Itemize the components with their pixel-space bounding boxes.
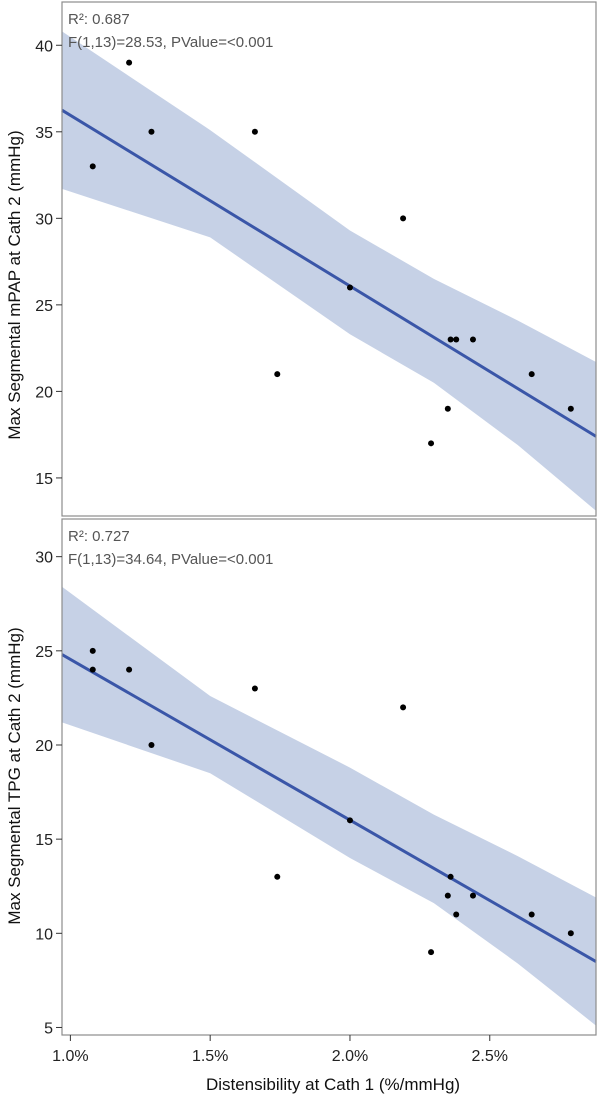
top-data-point-7 [400, 215, 407, 222]
bottom-data-point-2 [89, 666, 96, 673]
top-data-point-1 [89, 163, 96, 170]
bottom-f-statistic: F(1,13)=34.64, PValue=<0.001 [68, 551, 273, 568]
bottom-confidence-band [62, 586, 596, 1026]
top-data-point-3 [148, 128, 155, 135]
top-plot-frame [61, 1, 597, 517]
top-y-tick-label: 15 [35, 471, 53, 488]
bottom-data-point-4 [148, 741, 155, 748]
bottom-data-point-7 [346, 817, 353, 824]
top-panel: 15 20 25 30 35 40 [35, 1, 597, 517]
bottom-data-point-11 [447, 873, 454, 880]
top-y-tick-label: 20 [35, 384, 53, 401]
x-tick-label: 1.0% [52, 1048, 88, 1065]
top-r-squared: R²: 0.687 [68, 11, 130, 28]
x-tick-label: 2.5% [472, 1048, 508, 1065]
bottom-y-tick-label: 5 [44, 1020, 53, 1037]
top-confidence-band [62, 31, 596, 511]
top-y-tick-label: 40 [35, 38, 53, 55]
top-fit-line [61, 108, 597, 438]
bottom-y-axis-title: Max Segmental TPG at Cath 2 (mmHg) [5, 627, 24, 924]
x-axis-title: Distensibility at Cath 1 (%/mmHg) [206, 1075, 460, 1094]
top-data-point-9 [444, 405, 451, 412]
bottom-data-point-9 [428, 949, 435, 956]
bottom-data-point-6 [274, 873, 281, 880]
top-y-tick-label: 35 [35, 125, 53, 142]
bottom-y-tick-label: 30 [35, 550, 53, 567]
bottom-y-tick-label: 15 [35, 832, 53, 849]
bottom-y-tick-label: 10 [35, 926, 53, 943]
top-f-statistic: F(1,13)=28.53, PValue=<0.001 [68, 34, 273, 51]
top-data-point-14 [567, 405, 574, 412]
bottom-data-point-14 [528, 911, 535, 918]
bottom-plot-frame [61, 518, 597, 1036]
bottom-y-tick-label: 20 [35, 738, 53, 755]
bottom-y-tick-label: 25 [35, 644, 53, 661]
top-y-tick-label: 25 [35, 298, 53, 315]
top-data-point-11 [453, 336, 460, 343]
bottom-data-point-5 [251, 685, 258, 692]
top-data-point-8 [428, 440, 435, 447]
top-y-tick-label: 30 [35, 211, 53, 228]
top-data-point-2 [126, 59, 133, 66]
shared-x-axis: 1.0% 1.5% 2.0% 2.5% [52, 1035, 508, 1065]
bottom-r-squared: R²: 0.727 [68, 528, 130, 545]
bottom-fit-line [61, 653, 597, 963]
bottom-data-point-12 [453, 911, 460, 918]
bottom-data-point-13 [469, 892, 476, 899]
top-data-point-10 [447, 336, 454, 343]
top-data-point-13 [528, 371, 535, 378]
top-y-axis-title: Max Segmental mPAP at Cath 2 (mmHg) [5, 130, 24, 439]
top-data-point-4 [251, 128, 258, 135]
x-tick-label: 2.0% [332, 1048, 368, 1065]
top-data-point-6 [346, 284, 353, 291]
top-data-point-12 [469, 336, 476, 343]
bottom-panel: 5 10 15 20 25 30 [35, 518, 597, 1037]
bottom-data-point-8 [400, 704, 407, 711]
bottom-data-point-15 [567, 930, 574, 937]
bottom-data-point-1 [89, 647, 96, 654]
bottom-data-point-10 [444, 892, 451, 899]
top-data-point-5 [274, 371, 281, 378]
x-tick-label: 1.5% [192, 1048, 228, 1065]
bottom-data-point-3 [126, 666, 133, 673]
